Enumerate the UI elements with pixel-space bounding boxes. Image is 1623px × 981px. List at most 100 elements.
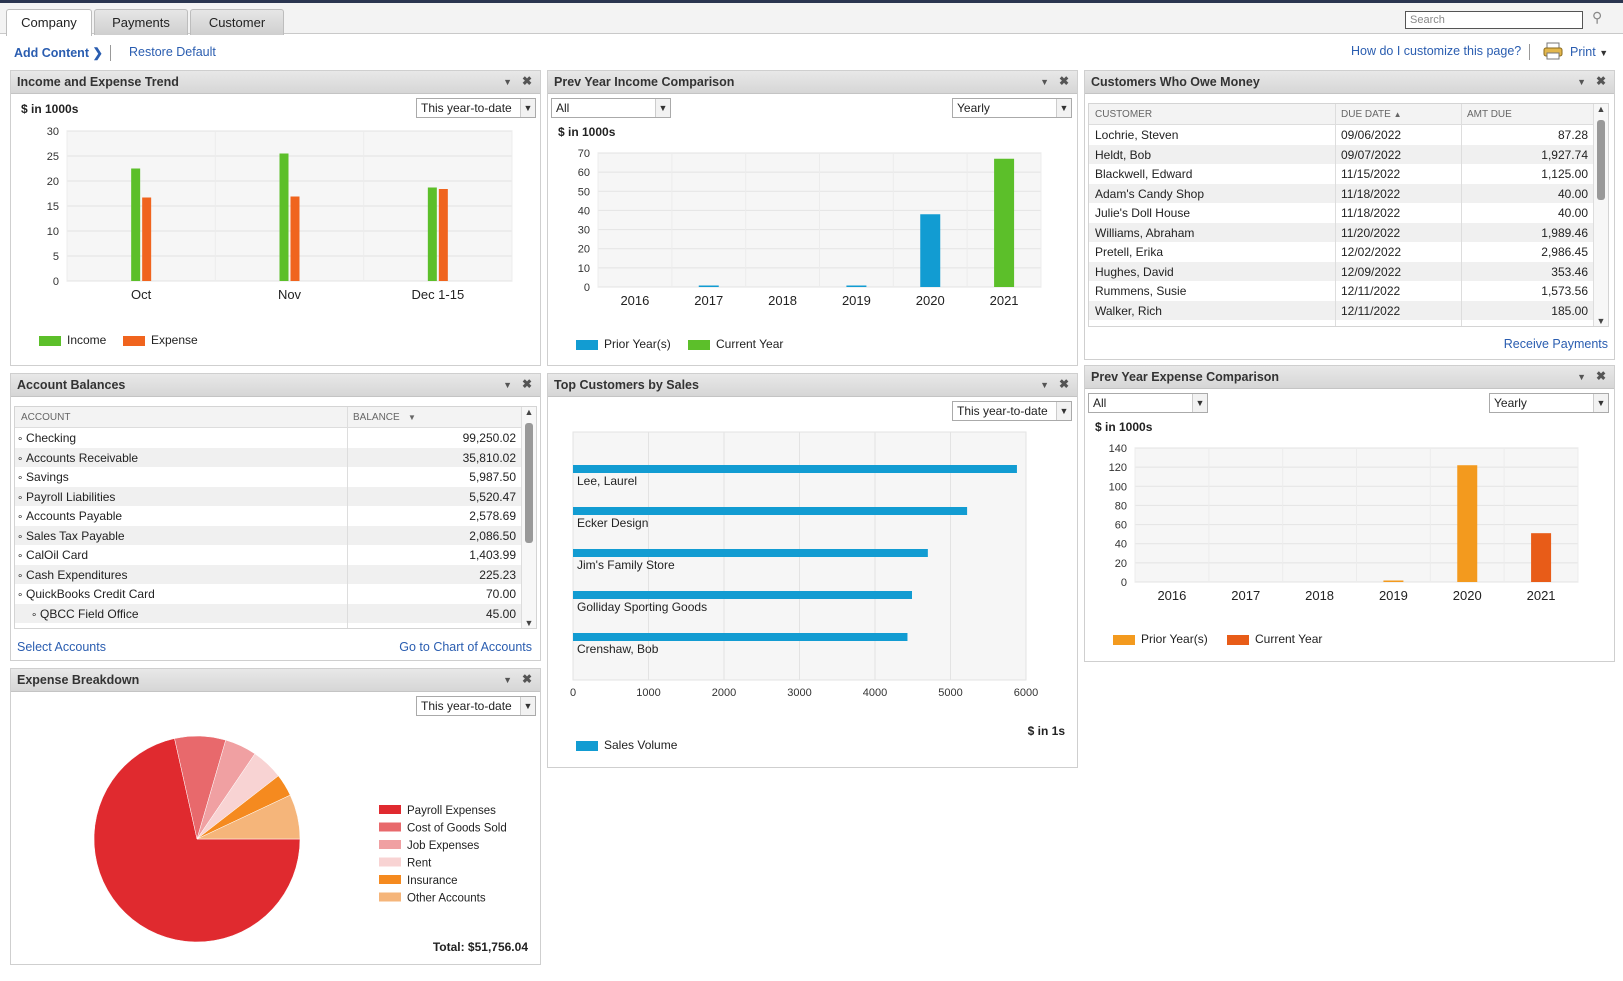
table-row[interactable]: Williams, Abraham 11/20/2022 1,989.46 <box>1089 222 1594 242</box>
help-link[interactable]: How do I customize this page? <box>1351 44 1522 58</box>
scroll-up-icon[interactable]: ▲ <box>1596 104 1606 114</box>
table-row[interactable]: Rummens, Susie 12/11/2022 1,573.56 <box>1089 281 1594 301</box>
balance-cell: 99,250.02 <box>462 431 516 445</box>
select-accounts-link[interactable]: Select Accounts <box>17 640 106 654</box>
table-row[interactable]: ∘ QuickBooks Credit Card 70.00 <box>15 584 522 604</box>
close-icon[interactable]: ✖ <box>1058 377 1069 391</box>
table-row[interactable]: ∘ Accounts Receivable 35,810.02 <box>15 447 522 467</box>
chevron-down-icon: ▼ <box>1593 394 1608 412</box>
table-row[interactable]: ∘ Accounts Payable 2,578.69 <box>15 506 522 526</box>
amount-cell: 1,125.00 <box>1541 167 1588 181</box>
column-divider <box>347 407 348 628</box>
chevron-down-icon[interactable]: ▼ <box>1040 380 1049 390</box>
due-date-cell: 12/09/2022 <box>1341 264 1402 279</box>
period-select[interactable]: This year-to-date ▼ <box>952 401 1072 421</box>
scroll-up-icon[interactable]: ▲ <box>524 407 534 417</box>
bar <box>920 214 941 287</box>
period-select[interactable]: Yearly ▼ <box>952 98 1072 118</box>
table-row[interactable]: Heldt, Bob 09/07/2022 1,927.74 <box>1089 144 1594 164</box>
panel-header: Top Customers by Sales ▼ ✖ <box>548 374 1077 397</box>
tab-customer[interactable]: Customer <box>190 9 284 35</box>
scroll-down-icon[interactable]: ▼ <box>1596 316 1606 326</box>
table-row[interactable]: Julie's Doll House 11/18/2022 40.00 <box>1089 203 1594 223</box>
panel-title: Prev Year Expense Comparison <box>1091 370 1280 384</box>
chevron-down-icon[interactable]: ▼ <box>1577 77 1586 87</box>
period-select[interactable]: Yearly ▼ <box>1489 393 1609 413</box>
search-icon[interactable]: ⚲ <box>1592 9 1603 25</box>
scroll-thumb[interactable] <box>1597 120 1605 200</box>
table-scrollbar[interactable]: ▲ ▼ <box>521 407 536 628</box>
customer-cell: Hughes, David <box>1095 264 1174 279</box>
close-icon[interactable]: ✖ <box>521 672 532 686</box>
y-tick-label: 20 <box>1115 558 1127 570</box>
filter-select[interactable]: All ▼ <box>551 98 671 118</box>
chevron-down-icon[interactable]: ▼ <box>1577 372 1586 382</box>
table-row[interactable]: Pretell, Erika 12/02/2022 2,986.45 <box>1089 242 1594 262</box>
tab-payments[interactable]: Payments <box>94 9 188 35</box>
search-input[interactable]: Search <box>1405 11 1583 29</box>
amount-cell: 40.00 <box>1557 206 1588 220</box>
column-header-amt-due[interactable]: AMT DUE <box>1467 109 1512 120</box>
account-cell: ∘ Cash Expenditures <box>17 568 127 582</box>
table-row[interactable]: ∘ CalOil Card 1,403.99 <box>15 545 522 565</box>
table-row[interactable]: Lochrie, Steven 09/06/2022 87.28 <box>1089 125 1594 145</box>
column-divider <box>1461 104 1462 326</box>
scroll-down-icon[interactable]: ▼ <box>524 618 534 628</box>
tab-company[interactable]: Company <box>6 9 92 36</box>
y-tick-label: 50 <box>578 186 590 198</box>
table-row[interactable]: ∘ QBCC Field Office 45.00 <box>15 603 522 623</box>
table-row[interactable]: Blackwell, Edward 11/15/2022 1,125.00 <box>1089 164 1594 184</box>
balance-cell: 70.00 <box>485 587 516 601</box>
table-row[interactable]: Walker, Rich 12/11/2022 185.00 <box>1089 300 1594 320</box>
balance-cell: 1,403.99 <box>469 548 516 562</box>
table-scrollbar[interactable]: ▲ ▼ <box>1593 104 1608 326</box>
filter-select[interactable]: All ▼ <box>1088 393 1208 413</box>
chevron-down-icon[interactable]: ▼ <box>1040 77 1049 87</box>
chevron-down-icon[interactable]: ▼ <box>503 380 512 390</box>
print-link[interactable]: Print ▼ <box>1570 45 1608 59</box>
period-select[interactable]: This year-to-date ▼ <box>416 98 536 118</box>
bullet-icon: ∘ <box>17 434 27 445</box>
close-icon[interactable]: ✖ <box>1595 369 1606 383</box>
column-header-account[interactable]: ACCOUNT <box>21 412 71 423</box>
close-icon[interactable]: ✖ <box>1058 74 1069 88</box>
add-content-link[interactable]: Add Content ❯ <box>14 45 103 60</box>
close-icon[interactable]: ✖ <box>521 74 532 88</box>
scroll-thumb[interactable] <box>525 423 533 543</box>
table-row[interactable]: ∘ Cash Expenditures 225.23 <box>15 564 522 584</box>
customer-cell: Julie's Doll House <box>1095 206 1190 220</box>
column-header-customer[interactable]: CUSTOMER <box>1095 109 1153 120</box>
close-icon[interactable]: ✖ <box>521 377 532 391</box>
chevron-down-icon[interactable]: ▼ <box>503 675 512 685</box>
chevron-down-icon: ▼ <box>520 99 535 117</box>
close-icon[interactable]: ✖ <box>1595 74 1606 88</box>
table-row[interactable]: ∘ Sales Tax Payable 2,086.50 <box>15 525 522 545</box>
due-date-cell: 11/20/2022 <box>1341 225 1401 240</box>
table-row[interactable]: Hughes, David 12/09/2022 353.46 <box>1089 261 1594 281</box>
bar <box>573 507 968 515</box>
table-header: CUSTOMER DUE DATE ▲ AMT DUE <box>1089 104 1608 125</box>
table-row[interactable]: ∘ Payroll Liabilities 5,520.47 <box>15 486 522 506</box>
legend-label: Other Accounts <box>407 893 486 905</box>
printer-icon[interactable] <box>1543 42 1563 60</box>
bar <box>573 465 1017 473</box>
table-row[interactable]: Adam's Candy Shop 11/18/2022 40.00 <box>1089 183 1594 203</box>
receive-payments-link[interactable]: Receive Payments <box>1503 337 1608 351</box>
chart-of-accounts-link[interactable]: Go to Chart of Accounts <box>399 640 532 654</box>
chevron-down-icon[interactable]: ▼ <box>503 77 512 87</box>
balance-cell: 2,086.50 <box>469 528 516 543</box>
column-header-due-date[interactable]: DUE DATE ▲ <box>1341 109 1402 120</box>
category-label: Golliday Sporting Goods <box>577 600 707 614</box>
category-label: Jim's Family Store <box>577 558 675 572</box>
bullet-icon: ∘ <box>17 551 27 562</box>
bar <box>290 196 300 281</box>
table-row[interactable]: ∘ Savings 5,987.50 <box>15 467 522 487</box>
period-select[interactable]: This year-to-date ▼ <box>416 696 536 716</box>
table-row[interactable]: ∘ Checking 99,250.02 <box>15 428 522 448</box>
account-balances-panel: Account Balances ▼ ✖ ACCOUNT BALANCE ▼ ∘… <box>10 373 541 661</box>
column-header-balance[interactable]: BALANCE ▼ <box>353 412 416 423</box>
period-value: Yearly <box>1494 396 1527 410</box>
restore-default-link[interactable]: Restore Default <box>129 45 216 59</box>
chevron-down-icon: ▼ <box>1599 48 1609 58</box>
column-header-label: BALANCE <box>353 412 400 423</box>
